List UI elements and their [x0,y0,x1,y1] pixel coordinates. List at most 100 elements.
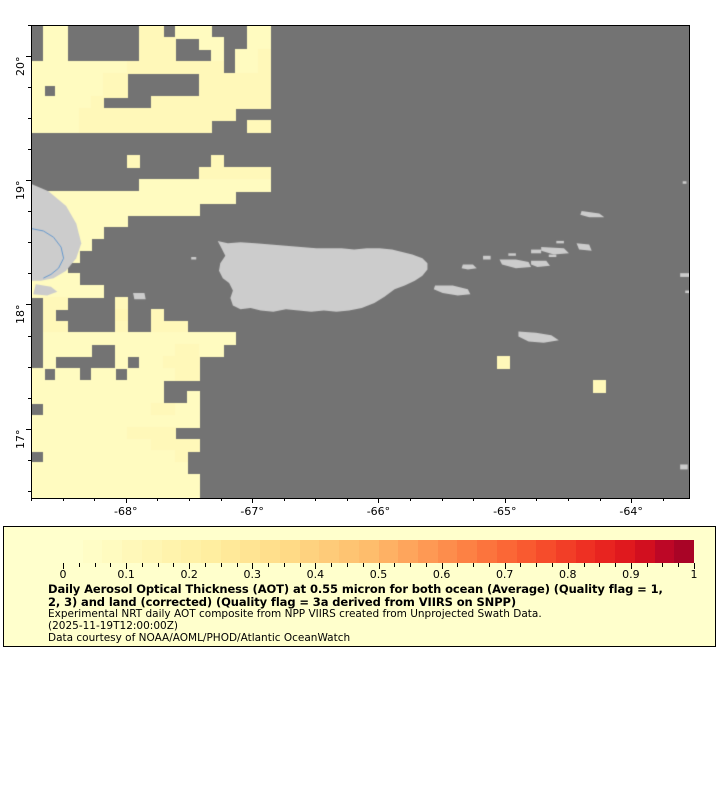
colorbar-tick-major [694,563,695,569]
y-tick-major [26,429,31,430]
legend-subtitle-line2: (2025-11-19T12:00:00Z) [48,620,178,632]
colorbar-band [615,540,635,563]
x-axis-label: -65° [493,505,517,518]
y-tick-minor [28,25,31,26]
legend-title-line1: Daily Aerosol Optical Thickness (AOT) at… [48,582,663,596]
colorbar-tick-minor [394,563,395,567]
colorbar-tick-minor [489,563,490,567]
colorbar-tick-minor [268,563,269,567]
colorbar-tick-major [442,563,443,569]
colorbar-ticks [4,563,717,570]
y-axis-label: 18° [14,304,27,325]
colorbar-label: 0 [59,568,67,581]
x-tick-major [505,498,506,503]
colorbar-band [220,540,241,563]
x-tick-major [126,498,127,503]
x-tick-minor [189,498,190,501]
colorbar-band [555,540,576,563]
colorbar-tick-minor [95,563,96,567]
x-tick-minor [94,498,95,501]
colorbar-band [378,540,399,563]
colorbar-tick-minor [410,563,411,567]
colorbar-band [654,540,675,563]
x-axis-label: -64° [619,505,643,518]
colorbar-tick-minor [457,563,458,567]
colorbar-band [536,540,556,563]
colorbar-label: 0.4 [306,568,325,581]
colorbar-tick-minor [584,563,585,567]
colorbar-band [634,540,655,563]
x-axis-label: -66° [366,505,391,518]
colorbar-band [279,540,300,563]
colorbar-band [674,540,694,563]
x-tick-major [252,498,253,503]
colorbar-band [63,540,83,563]
colorbar-tick-major [315,563,316,569]
colorbar-tick-minor [237,563,238,567]
colorbar-tick-major [189,563,190,569]
colorbar-tick-minor [300,563,301,567]
y-tick-minor [28,211,31,212]
colorbar-band [299,540,320,563]
colorbar-band [477,540,497,563]
colorbar-label: 1 [690,568,698,581]
colorbar-band [516,540,537,563]
y-tick-minor [28,87,31,88]
colorbar-tick-minor [158,563,159,567]
colorbar-band [260,540,280,563]
x-tick-minor [600,498,601,501]
colorbar-tick-minor [552,563,553,567]
x-tick-major [631,498,632,503]
x-tick-minor [473,498,474,501]
colorbar-tick-major [505,563,506,569]
x-tick-minor [315,498,316,501]
x-tick-minor [63,498,64,501]
x-tick-minor [568,498,569,501]
colorbar-tick-minor [615,563,616,567]
x-tick-minor [31,498,32,501]
colorbar-band [201,540,221,563]
colorbar-band [181,540,202,563]
y-tick-major [26,180,31,181]
colorbar-label: 0.2 [180,568,198,581]
colorbar-label: 0.5 [369,568,388,581]
legend-text-block: Daily Aerosol Optical Thickness (AOT) at… [48,583,708,644]
y-tick-minor [28,336,31,337]
colorbar-tick-minor [347,563,348,567]
colorbar-tick-minor [647,563,648,567]
colorbar-label: 0.8 [559,568,577,581]
aot-heatmap-canvas [32,26,689,498]
y-tick-minor [28,398,31,399]
map-plot-area[interactable] [31,25,690,499]
y-tick-minor [28,491,31,492]
y-tick-minor [28,242,31,243]
colorbar-band [102,540,123,563]
y-tick-minor [28,460,31,461]
colorbar-band [319,540,340,563]
colorbar-band [496,540,517,563]
colorbar-tick-minor [79,563,80,567]
y-axis-label: 20° [14,56,27,77]
colorbar-band [437,540,458,563]
x-tick-minor [410,498,411,501]
x-tick-minor [442,498,443,501]
legend-subtitle-line3: Data courtesy of NOAA/AOML/PHOD/Atlantic… [48,632,351,644]
colorbar-band [575,540,596,563]
x-tick-minor [221,498,222,501]
colorbar-tick-major [63,563,64,569]
y-tick-major [26,56,31,57]
colorbar-tick-minor [473,563,474,567]
colorbar-tick-minor [426,563,427,567]
map-figure: -68° -67° -66° -65° -64° 20° 19° 18° 17° [14,25,690,518]
x-tick-minor [347,498,348,501]
colorbar-tick-major [631,563,632,569]
colorbar-band [240,540,261,563]
colorbar-tick-minor [284,563,285,567]
colorbar-band [358,540,379,563]
colorbar-band [122,540,142,563]
colorbar-label: 0.7 [495,568,514,581]
y-tick-minor [28,367,31,368]
colorbar-label: 0.3 [243,568,262,581]
colorbar-tick-major [568,563,569,569]
colorbar-tick-minor [363,563,364,567]
